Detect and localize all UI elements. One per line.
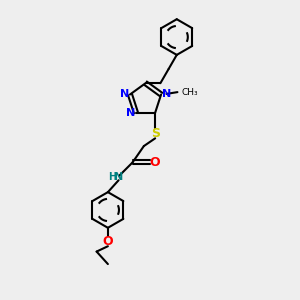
Text: S: S: [151, 127, 160, 140]
Text: H: H: [109, 172, 117, 182]
Text: N: N: [162, 89, 171, 99]
Text: N: N: [114, 172, 123, 182]
Text: N: N: [120, 89, 129, 99]
Text: O: O: [103, 235, 113, 248]
Text: O: O: [150, 156, 160, 169]
Text: N: N: [126, 108, 135, 118]
Text: CH₃: CH₃: [181, 88, 198, 97]
